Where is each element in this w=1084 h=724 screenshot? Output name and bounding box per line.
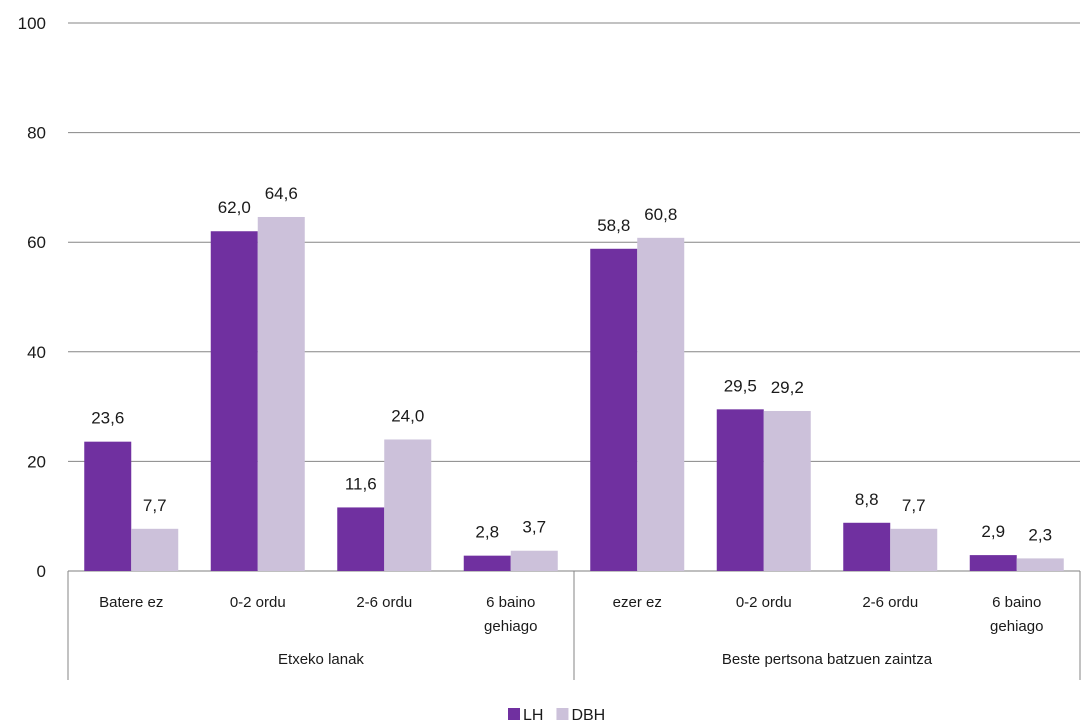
bar-dbh (763, 410, 811, 571)
category-label: Batere ez (99, 594, 163, 611)
bar-lh (843, 522, 891, 571)
data-label: 58,8 (597, 216, 630, 235)
category-label: 0-2 ordu (230, 594, 286, 611)
data-label: 2,8 (475, 523, 499, 542)
data-label: 23,6 (91, 409, 124, 428)
data-label: 29,5 (724, 376, 757, 395)
data-label: 2,9 (981, 522, 1005, 541)
data-label: 24,0 (391, 406, 424, 425)
y-tick-label: 40 (27, 343, 46, 362)
y-tick-label: 60 (27, 233, 46, 252)
y-tick-label: 100 (18, 14, 46, 33)
group-label: Etxeko lanak (278, 651, 364, 668)
bar-dbh (890, 528, 938, 571)
data-label: 11,6 (345, 474, 377, 493)
bar-dbh (1016, 558, 1064, 571)
bar-dbh (384, 439, 432, 571)
bar-lh (337, 507, 385, 571)
bar-dbh (637, 237, 685, 572)
category-label: 2-6 ordu (862, 594, 918, 611)
data-label: 29,2 (771, 378, 804, 397)
data-label: 62,0 (218, 198, 251, 217)
y-tick-label: 80 (27, 124, 46, 143)
category-label: 6 baino gehiago (990, 594, 1043, 635)
bar-dbh (510, 550, 558, 571)
y-tick-label: 20 (27, 452, 46, 471)
bar-lh (463, 555, 511, 571)
bar-dbh (257, 216, 305, 571)
bar-lh (84, 441, 132, 571)
legend-label: LH (523, 707, 543, 724)
data-label: 7,7 (902, 496, 926, 515)
bar-lh (590, 248, 638, 571)
category-label: 2-6 ordu (356, 594, 412, 611)
data-label: 3,7 (522, 518, 546, 537)
category-label: 6 baino gehiago (484, 594, 537, 635)
category-label: ezer ez (613, 594, 662, 611)
bar-lh (210, 231, 258, 572)
legend-label: DBH (571, 707, 605, 724)
y-tick-label: 0 (37, 562, 46, 581)
legend-swatch (556, 708, 569, 720)
data-label: 2,3 (1028, 525, 1052, 544)
data-label: 7,7 (143, 496, 167, 515)
data-label: 60,8 (644, 205, 677, 224)
group-label: Beste pertsona batzuen zaintza (722, 651, 933, 668)
data-label: 8,8 (855, 490, 879, 509)
data-label: 64,6 (265, 184, 298, 203)
category-label: 0-2 ordu (736, 594, 792, 611)
legend-swatch (508, 708, 520, 720)
bar-lh (969, 555, 1017, 571)
bar-dbh (131, 528, 179, 571)
bar-lh (716, 409, 764, 571)
